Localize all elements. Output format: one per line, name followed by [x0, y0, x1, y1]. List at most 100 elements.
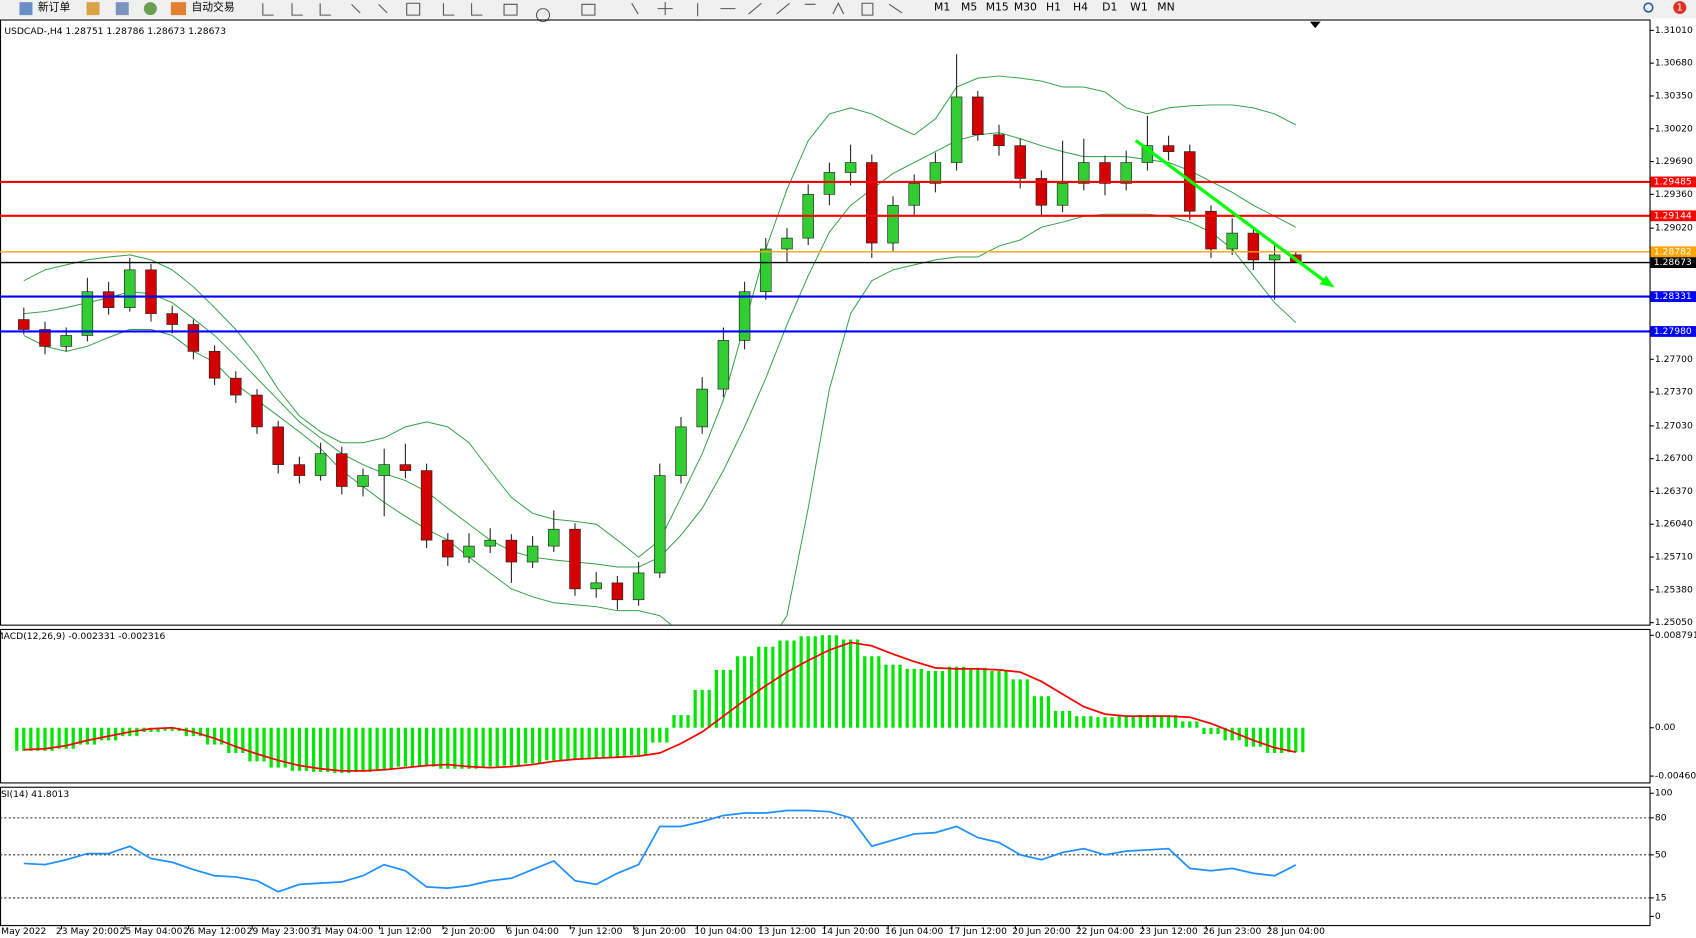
- candle-body: [420, 470, 433, 541]
- icon[interactable]: [170, 2, 187, 16]
- price-tag: [1650, 246, 1696, 258]
- toolbar: 新订单 自动交易 M1 M5 M15 M30 H1 H4 D1 W1 MN 1: [0, 0, 1696, 23]
- toolbar-bg: [0, 0, 1696, 19]
- x-tick-label: 10 Jun 04:00: [694, 926, 752, 937]
- candle-body: [590, 582, 602, 590]
- candle-body: [124, 269, 136, 308]
- candle-body: [781, 237, 793, 250]
- x-tick-label: 20 Jun 20:00: [1012, 926, 1070, 937]
- timeframe[interactable]: W1: [1130, 1, 1148, 14]
- y-tick-label: 1.27370: [1655, 387, 1693, 398]
- price-tag: [1650, 257, 1696, 269]
- x-tick-label: 16 Jun 04:00: [885, 926, 943, 937]
- rsi-panel: [0, 786, 1651, 927]
- candle-body: [887, 204, 899, 244]
- candle-body: [314, 453, 327, 476]
- timeframe[interactable]: M30: [1014, 1, 1037, 14]
- candle-body: [1014, 145, 1026, 179]
- y-tick-label: 1.25050: [1655, 617, 1693, 628]
- timeframe[interactable]: H4: [1073, 1, 1088, 14]
- candle-body: [357, 475, 369, 487]
- candle-body: [972, 96, 984, 136]
- candle-body: [378, 464, 390, 476]
- x-tick-label: 31 May 04:00: [310, 926, 373, 937]
- y-tick-label: 0.008791: [1655, 630, 1696, 641]
- price-tag: [1650, 291, 1696, 302]
- x-tick-label: 1 Jun 12:00: [379, 926, 432, 937]
- icon[interactable]: [115, 2, 129, 16]
- search-icon[interactable]: [1643, 2, 1654, 13]
- candle-body: [272, 426, 284, 465]
- y-tick-label: 1.25710: [1655, 552, 1693, 563]
- candle-body: [1247, 232, 1260, 261]
- y-tick-label: 1.26040: [1655, 519, 1693, 530]
- candle-body: [145, 269, 157, 314]
- y-tick-label: 1.30350: [1655, 90, 1693, 101]
- x-tick-label: 26 May 12:00: [183, 926, 246, 937]
- price-tag: [1650, 210, 1696, 222]
- icon[interactable]: [86, 2, 100, 16]
- candle-body: [632, 572, 645, 601]
- y-tick-label: 1.31010: [1655, 25, 1693, 36]
- candle-body: [251, 394, 263, 428]
- candle-body: [102, 291, 115, 308]
- candle-body: [866, 162, 878, 244]
- y-tick-label: 1.27700: [1655, 354, 1693, 365]
- x-tick-label: 25 May 04:00: [120, 926, 183, 937]
- x-tick-label: 23 May 20:00: [56, 926, 119, 937]
- timeframe[interactable]: M5: [961, 1, 977, 14]
- x-tick-label: 29 May 23:00: [247, 926, 310, 937]
- candle-body: [1162, 145, 1175, 152]
- tool-icons[interactable]: [262, 2, 903, 23]
- histogram: [15, 635, 1305, 773]
- candle-body: [569, 528, 581, 590]
- alert-count[interactable]: 1: [1677, 3, 1683, 14]
- price-panel: [0, 19, 1651, 626]
- y-tick-label: 1.26700: [1655, 453, 1693, 464]
- chart-layer: 1.31010 1.30680 1.30350 1.30020 1.29690 1.293…: [0, 25, 1696, 937]
- rsi-title: RSI(14) 41.8013: [0, 789, 69, 800]
- x-tick-label: 2 Jun 20:00: [443, 926, 496, 937]
- x-tick-label: 13 Jun 12:00: [758, 926, 816, 937]
- y-tick-label: 1.29020: [1655, 223, 1693, 234]
- candle-body: [1268, 254, 1281, 261]
- x-tick-label: 17 Jun 12:00: [949, 926, 1007, 937]
- macd-title: MACD(12,26,9) -0.002331 -0.002316: [0, 631, 166, 642]
- x-tick-label: 26 Jun 23:00: [1203, 926, 1261, 937]
- chart-title: USDCAD-,H4 1.28751 1.28786 1.28673 1.286…: [4, 26, 226, 37]
- y-tick-label: 1.30020: [1655, 123, 1693, 134]
- candle-body: [60, 335, 72, 347]
- candle-body: [187, 324, 200, 352]
- candle-body: [717, 340, 730, 390]
- rsi-line: [23, 809, 1297, 893]
- timeframe[interactable]: MN: [1157, 1, 1174, 14]
- candle-body: [293, 464, 306, 476]
- timeframe[interactable]: D1: [1102, 1, 1117, 14]
- candle-body: [654, 475, 666, 574]
- candle-body: [18, 319, 30, 330]
- candle-body: [505, 539, 518, 563]
- icon[interactable]: [143, 2, 157, 16]
- timeframe[interactable]: M15: [986, 1, 1009, 14]
- price-tag: [1650, 176, 1696, 188]
- y-tick-label: 100: [1655, 788, 1673, 799]
- x-tick-label: 22 Jun 04:00: [1076, 926, 1134, 937]
- x-tick-label: 8 Jun 20:00: [634, 926, 687, 937]
- timeframe[interactable]: M1: [934, 1, 950, 14]
- candle-body: [208, 351, 221, 379]
- candle-body: [823, 172, 836, 195]
- auto-trading[interactable]: 自动交易: [191, 0, 234, 14]
- timeframe[interactable]: H1: [1046, 1, 1061, 14]
- icon[interactable]: [19, 2, 33, 16]
- candle-body: [1120, 162, 1132, 184]
- alert-badge[interactable]: [1673, 1, 1687, 15]
- new-order[interactable]: 新订单: [38, 0, 71, 14]
- y-tick-label: 1.30680: [1655, 58, 1693, 69]
- candle-body: [611, 582, 624, 601]
- candle-body: [993, 134, 1005, 146]
- price-tag-label: 1.29485: [1654, 176, 1692, 187]
- candle-body: [738, 291, 751, 341]
